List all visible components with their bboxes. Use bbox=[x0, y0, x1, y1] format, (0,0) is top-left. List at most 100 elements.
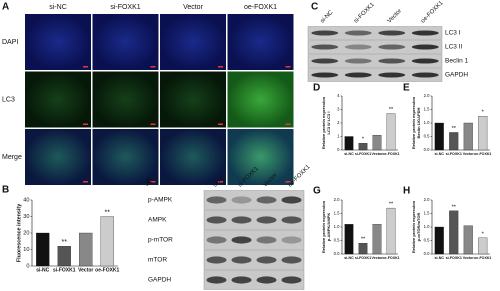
scale-bar bbox=[285, 181, 291, 183]
micrograph bbox=[25, 129, 91, 185]
panel-label: B bbox=[2, 185, 9, 196]
band bbox=[411, 58, 439, 64]
band-label: mTOR bbox=[148, 257, 167, 264]
significance: ** bbox=[389, 107, 394, 113]
blot-strip bbox=[307, 26, 443, 40]
significance: ** bbox=[452, 204, 457, 210]
micrograph bbox=[160, 129, 226, 185]
significance: ** bbox=[452, 126, 457, 132]
band bbox=[344, 58, 372, 64]
band bbox=[311, 44, 339, 50]
x-tick-label: si-FOXK1 bbox=[53, 267, 76, 273]
y-tick-label: 2 bbox=[337, 120, 340, 125]
y-tick-label: 40 bbox=[23, 197, 29, 203]
scale-bar bbox=[218, 66, 223, 68]
x-tick-label: si-FOXK1 bbox=[446, 256, 462, 260]
y-axis-label: p-mTOR/mTOR bbox=[416, 213, 421, 242]
micrograph bbox=[227, 129, 294, 185]
band bbox=[231, 196, 252, 204]
band-label: LC3 I bbox=[445, 30, 461, 37]
column-label: Vector bbox=[183, 4, 204, 11]
band bbox=[378, 30, 406, 36]
significance: ** bbox=[105, 209, 111, 216]
significance: * bbox=[482, 231, 485, 237]
bar bbox=[344, 224, 354, 255]
row-label: DAPI bbox=[2, 39, 18, 46]
scale-bar bbox=[285, 66, 291, 68]
x-tick-label: si-FOXK1 bbox=[355, 256, 371, 260]
panel-label: D bbox=[313, 83, 320, 94]
y-axis-label: Relative protein expression bbox=[411, 200, 416, 253]
band bbox=[206, 256, 227, 264]
bar bbox=[449, 210, 459, 255]
x-tick-label: oe-FOXK1 bbox=[95, 267, 119, 273]
bar bbox=[386, 113, 396, 151]
bar bbox=[100, 216, 114, 267]
y-tick-label: 0.0 bbox=[424, 251, 430, 256]
blot-strip bbox=[307, 54, 443, 68]
blot-strip bbox=[203, 190, 305, 210]
bar bbox=[478, 116, 488, 151]
band bbox=[231, 236, 252, 244]
y-tick-label: 2.0 bbox=[334, 197, 340, 202]
panel-label: H bbox=[403, 186, 410, 197]
x-tick-label: oe-FOXK1 bbox=[382, 256, 399, 260]
band bbox=[206, 236, 227, 244]
significance: * bbox=[362, 137, 365, 143]
y-tick-label: 4 bbox=[337, 93, 340, 98]
band bbox=[231, 216, 252, 224]
band bbox=[256, 256, 277, 264]
band bbox=[281, 236, 302, 244]
x-tick-label: si-NC bbox=[36, 267, 49, 273]
x-tick-label: Vector bbox=[463, 256, 475, 260]
band-label: p-mTOR bbox=[148, 237, 173, 244]
blot-strip bbox=[307, 68, 443, 82]
band bbox=[281, 256, 302, 264]
band bbox=[344, 72, 372, 78]
y-axis-label: Fluorescence intensity bbox=[16, 204, 22, 262]
y-axis-label: Relative protein expression bbox=[321, 200, 326, 253]
band bbox=[256, 216, 277, 224]
x-tick-label: si-FOXK1 bbox=[355, 152, 371, 156]
band bbox=[344, 44, 372, 50]
band bbox=[344, 30, 372, 36]
column-label: si-FOXK1 bbox=[110, 4, 140, 11]
blot-strip bbox=[203, 210, 305, 230]
bar bbox=[463, 225, 473, 255]
scale-bar bbox=[83, 66, 88, 68]
band bbox=[411, 72, 439, 78]
band bbox=[281, 196, 302, 204]
significance: * bbox=[482, 110, 485, 116]
x-tick-label: Vector bbox=[372, 152, 384, 156]
band-label: AMPK bbox=[148, 217, 167, 224]
y-tick-label: 2.0 bbox=[424, 197, 430, 202]
y-axis-label: Relative protein expression bbox=[321, 96, 326, 149]
x-tick-label: oe-FOXK1 bbox=[382, 152, 399, 156]
y-tick-label: 1.0 bbox=[334, 224, 340, 229]
band bbox=[311, 58, 339, 64]
column-label: si-FOXK1 bbox=[353, 1, 376, 24]
scale-bar bbox=[150, 181, 156, 183]
band bbox=[256, 276, 277, 284]
panel-label: G bbox=[313, 186, 321, 197]
bar bbox=[79, 232, 93, 267]
x-tick-label: si-NC bbox=[344, 152, 354, 156]
column-label: oe-FOXK1 bbox=[244, 4, 277, 11]
y-tick-label: 0.0 bbox=[334, 251, 340, 256]
blot-strip bbox=[203, 270, 305, 290]
y-tick-label: 0 bbox=[337, 147, 340, 152]
scale-bar bbox=[83, 181, 88, 183]
panel-label: E bbox=[403, 83, 410, 94]
band bbox=[378, 58, 406, 64]
bar bbox=[57, 246, 71, 267]
x-tick-label: si-FOXK1 bbox=[446, 152, 462, 156]
row-label: Merge bbox=[2, 154, 22, 161]
bar bbox=[372, 224, 382, 255]
micrograph bbox=[25, 71, 91, 128]
bar bbox=[372, 134, 382, 151]
y-tick-label: 3 bbox=[337, 107, 340, 112]
band bbox=[281, 216, 302, 224]
y-tick-label: 1.0 bbox=[424, 120, 430, 125]
significance: ** bbox=[62, 239, 68, 246]
band bbox=[231, 256, 252, 264]
